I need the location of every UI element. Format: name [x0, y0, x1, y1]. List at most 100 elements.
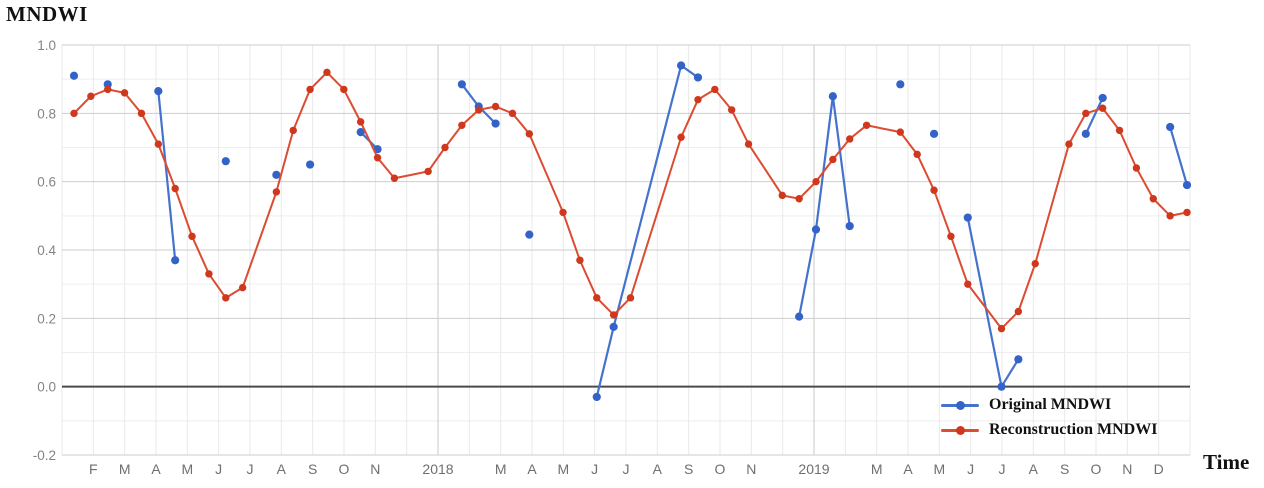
original-mndwi-point: [929, 129, 939, 138]
x-tick-label: O: [1091, 461, 1102, 477]
reconstruction-mndwi-point: [1065, 140, 1073, 148]
chart-legend: Original MNDWI Reconstruction MNDWI: [941, 394, 1157, 441]
reconstruction-mndwi-point: [593, 294, 601, 302]
reconstruction-mndwi-point: [576, 256, 584, 264]
x-tick-label: S: [1060, 461, 1069, 477]
x-tick-label: N: [370, 461, 380, 477]
x-tick-label: M: [933, 461, 945, 477]
reconstruction-mndwi-point: [1166, 212, 1174, 220]
reconstruction-mndwi-point: [441, 143, 449, 152]
reconstruction-mndwi-point: [222, 294, 230, 302]
original-mndwi-point: [1081, 129, 1090, 138]
x-tick-label: O: [339, 461, 350, 477]
x-tick-label: M: [119, 461, 131, 477]
x-tick-label: M: [871, 461, 883, 477]
x-tick-label: S: [308, 461, 317, 477]
legend-label-reconstruction-mndwi: Reconstruction MNDWI: [989, 421, 1158, 438]
original-mndwi-point: [811, 225, 821, 234]
y-tick-label: 0.0: [37, 380, 56, 395]
reconstruction-mndwi-point: [289, 126, 297, 135]
x-tick-label: A: [151, 461, 161, 477]
reconstruction-mndwi-point: [340, 85, 348, 94]
x-tick-label: J: [247, 461, 254, 477]
x-tick-label: D: [1154, 461, 1164, 477]
original-mndwi-point: [845, 221, 854, 231]
reconstruction-mndwi-point: [1132, 164, 1141, 172]
reconstruction-mndwi-point: [525, 130, 534, 138]
reconstruction-mndwi-point: [306, 85, 314, 94]
x-tick-label: 2019: [798, 461, 829, 477]
reconstruction-mndwi-point: [913, 150, 921, 159]
original-mndwi-point: [795, 312, 804, 321]
y-tick-label: 0.6: [37, 175, 56, 190]
reconstruction-mndwi-point: [744, 140, 753, 148]
reconstruction-mndwi-point: [862, 121, 871, 129]
x-tick-label: A: [1029, 461, 1039, 477]
reconstruction-mndwi-point: [171, 184, 179, 193]
reconstruction-mndwi-point: [238, 283, 247, 292]
reconstruction-mndwi-point: [424, 167, 432, 176]
reconstruction-mndwi-point: [559, 208, 567, 217]
original-mndwi-point: [525, 230, 534, 239]
reconstruction-mndwi-point: [1014, 307, 1023, 316]
y-tick-label: -0.2: [33, 448, 56, 463]
original-mndwi-line: [1169, 125, 1189, 187]
reconstruction-mndwi-point: [508, 109, 517, 118]
y-tick-label: 0.2: [37, 311, 56, 326]
legend-label-original-mndwi: Original MNDWI: [989, 396, 1112, 413]
reconstruction-mndwi-point: [1149, 195, 1157, 203]
reconstruction-mndwi-point: [795, 195, 803, 203]
original-mndwi-point: [1182, 180, 1192, 190]
original-mndwi-point: [676, 61, 686, 70]
reconstruction-mndwi-point: [390, 174, 399, 182]
x-tick-label: M: [495, 461, 507, 477]
original-mndwi-point: [997, 382, 1006, 391]
reconstruction-mndwi-point: [997, 324, 1006, 333]
reconstruction-mndwi-point: [677, 133, 685, 141]
y-tick-label: 0.8: [37, 106, 56, 121]
original-mndwi-legend-marker-icon: [941, 400, 979, 410]
reconstruction-mndwi-point: [609, 311, 618, 319]
legend-item-original-mndwi: Original MNDWI: [941, 394, 1157, 416]
legend-item-reconstruction-mndwi: Reconstruction MNDWI: [941, 419, 1157, 441]
reconstruction-mndwi-point: [778, 191, 786, 200]
x-tick-label: O: [715, 461, 726, 477]
x-tick-label: N: [746, 461, 756, 477]
reconstruction-mndwi-point: [272, 188, 281, 196]
original-mndwi-point: [1098, 93, 1107, 103]
reconstruction-mndwi-point: [1031, 259, 1039, 268]
original-mndwi-point: [272, 170, 281, 179]
x-tick-label: A: [277, 461, 287, 477]
original-mndwi-point: [896, 80, 905, 89]
reconstruction-mndwi-point: [947, 232, 955, 241]
original-mndwi-point: [356, 128, 365, 137]
reconstruction-mndwi-point: [1082, 109, 1090, 118]
reconstruction-mndwi-point: [694, 95, 702, 104]
x-tick-label: 2018: [422, 461, 453, 477]
x-tick-label: J: [591, 461, 598, 477]
reconstruction-mndwi-point: [812, 177, 820, 186]
reconstruction-mndwi-point: [205, 270, 213, 278]
original-mndwi-point: [154, 87, 163, 96]
y-axis-title: MNDWI: [6, 2, 88, 26]
original-mndwi-line: [595, 64, 700, 399]
reconstruction-mndwi-point: [356, 118, 365, 126]
x-tick-label: J: [623, 461, 630, 477]
reconstruction-mndwi-point: [491, 102, 500, 111]
x-tick-label: M: [181, 461, 193, 477]
reconstruction-mndwi-point: [626, 294, 635, 302]
reconstruction-mndwi-point: [188, 232, 196, 241]
original-mndwi-point: [305, 160, 315, 169]
x-tick-label: A: [527, 461, 537, 477]
reconstruction-mndwi-point: [87, 92, 95, 100]
reconstruction-mndwi-point: [137, 109, 146, 118]
original-mndwi-line: [966, 216, 1020, 388]
reconstruction-mndwi-point: [323, 68, 331, 77]
original-mndwi-point: [592, 392, 601, 402]
x-tick-label: J: [967, 461, 974, 477]
original-mndwi-point: [69, 71, 79, 80]
original-mndwi-point: [963, 213, 972, 222]
reconstruction-mndwi-point: [829, 155, 837, 164]
